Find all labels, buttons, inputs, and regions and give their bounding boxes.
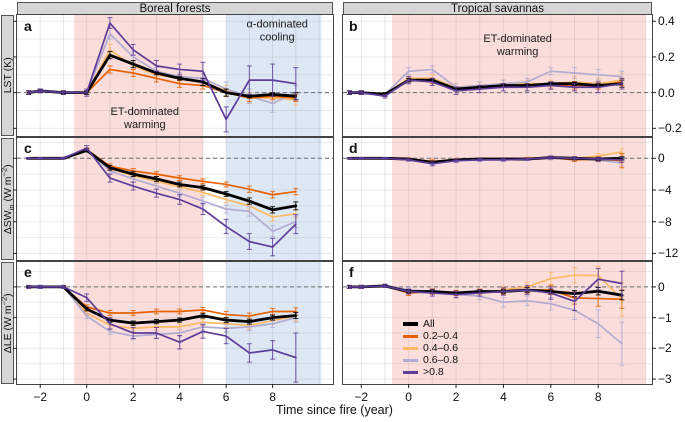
y-tick-label: −3 [658, 372, 672, 387]
annotation-text: ET-dominated [111, 106, 179, 118]
y-tick-label: 0.2 [658, 49, 675, 64]
series-line->0.8 [348, 278, 623, 303]
panel-c-swin-boreal [13, 138, 333, 260]
legend-label: 0.2–0.4 [423, 330, 459, 342]
legend-item-06-08: 0.6–0.8 [403, 354, 458, 366]
legend-label: >0.8 [423, 366, 444, 378]
x-axis-title: Time since fire (year) [276, 403, 393, 417]
legend-label: All [423, 318, 435, 330]
legend-swatch-04-06 [403, 346, 418, 350]
y-axis-strip-le: ΔLE (W m−2) [0, 262, 14, 384]
region-et-dominated-warming [392, 262, 646, 384]
panel-e-plot [13, 262, 333, 388]
series-line->0.8 [27, 286, 297, 359]
panel-letter-e: e [24, 264, 32, 280]
x-tick-label: 4 [176, 390, 183, 404]
series->0.8 [346, 155, 625, 167]
x-tick-label: 0 [405, 390, 412, 404]
panel-letter-d: d [349, 140, 358, 156]
series->0.8 [346, 267, 625, 312]
y-tick-label: −8 [658, 214, 672, 229]
x-tick-label: 6 [222, 390, 230, 404]
legend-swatch-all [403, 322, 418, 326]
panel-letter-c: c [24, 140, 32, 156]
y-tick-label: −4 [658, 183, 672, 197]
y-tick-label: −2 [658, 341, 672, 356]
series->0.8 [26, 284, 299, 383]
annotation-text: cooling [260, 32, 295, 44]
panel-letter-a: a [24, 18, 32, 34]
legend-item-all: All [403, 318, 458, 330]
legend: All 0.2–0.4 0.4–0.6 0.6–0.8 >0.8 [403, 318, 458, 378]
y-axis-label-swin: ΔSWin (W m−2) [0, 164, 16, 234]
legend-label: 0.4–0.6 [423, 342, 459, 354]
x-tick-label: 6 [547, 390, 555, 404]
y-tick-label: −1 [658, 310, 672, 325]
legend-swatch-02-04 [403, 334, 418, 338]
x-tick-label: 4 [500, 390, 507, 404]
y-tick-label: 0.0 [658, 85, 675, 100]
annotation-text: ET-dominated [483, 33, 551, 45]
x-tick-label: −2 [33, 390, 48, 404]
x-tick-label: 0 [83, 390, 91, 404]
panel-b-lst-savanna: ET-dominated warming [343, 15, 656, 136]
series->0.8 [26, 17, 299, 133]
x-tick-label: −2 [354, 390, 369, 404]
series->0.8 [26, 145, 299, 257]
x-tick-label: 2 [129, 390, 137, 404]
column-header-savanna: Tropical savannas [343, 2, 652, 15]
legend-swatch-06-08 [403, 358, 418, 362]
legend-swatch-08-plus [403, 370, 418, 374]
x-tick-label: 8 [269, 390, 276, 404]
panel-f-le-savanna [343, 262, 656, 388]
x-tick-label: 2 [452, 390, 460, 404]
y-tick-label: −12 [658, 246, 679, 261]
panel-d-plot [343, 138, 656, 260]
column-header-label: Boreal forests [139, 2, 211, 15]
legend-item-04-06: 0.4–0.6 [403, 342, 458, 354]
panel-c-plot [13, 138, 333, 260]
y-axis-label-lst: LST (K) [1, 57, 14, 94]
legend-label: 0.6–0.8 [423, 354, 459, 366]
panel-e-le-boreal [13, 262, 333, 388]
region-albedo-dominated-cooling [226, 15, 322, 136]
y-axis-label-le: ΔLE (W m−2) [0, 293, 14, 353]
y-axis-strip-swin: ΔSWin (W m−2) [0, 138, 16, 260]
panel-f-plot [343, 262, 656, 388]
series-line->0.8 [27, 22, 297, 121]
legend-item-02-04: 0.2–0.4 [403, 330, 458, 342]
column-header-boreal: Boreal forests [17, 2, 333, 15]
legend-item-08-plus: >0.8 [403, 366, 458, 378]
x-tick-label: 8 [594, 390, 602, 404]
panel-d-swin-savanna [343, 138, 656, 260]
panel-letter-f: f [349, 264, 354, 280]
panel-a-lst-boreal: ET-dominated warming α-dominated cooling [13, 15, 333, 136]
annotation-text: warming [123, 119, 166, 131]
y-tick-label: 0.4 [658, 14, 675, 29]
y-tick-label: −0.2 [658, 121, 682, 136]
series->0.8 [346, 76, 625, 99]
y-tick-label: 0 [658, 151, 665, 166]
series-line->0.8 [348, 156, 623, 165]
column-header-label: Tropical savannas [451, 2, 544, 15]
y-axis-strip-lst: LST (K) [1, 15, 14, 136]
panel-letter-b: b [349, 18, 358, 34]
y-tick-label: 0 [658, 279, 665, 294]
region-et-dominated-warming [392, 138, 646, 260]
annotation-text: warming [496, 46, 539, 58]
series-line->0.8 [348, 79, 623, 98]
series-line->0.8 [27, 147, 297, 248]
annotation-text: α-dominated [247, 19, 308, 31]
